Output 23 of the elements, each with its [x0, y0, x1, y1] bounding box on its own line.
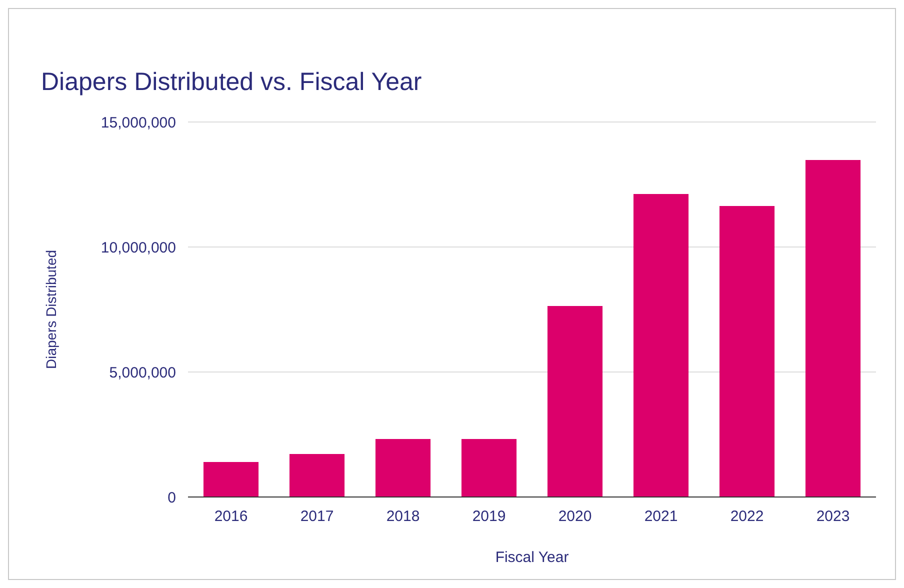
x-tick-label: 2022 — [730, 508, 764, 525]
y-tick-label: 10,000,000 — [100, 239, 176, 256]
y-tick-label: 5,000,000 — [109, 364, 176, 382]
bar — [633, 194, 689, 497]
bar — [375, 439, 431, 497]
x-tick-label: 2021 — [644, 508, 678, 525]
x-tick-label: 2023 — [816, 508, 850, 525]
bar — [547, 306, 603, 497]
x-tick-label: 2020 — [558, 508, 592, 525]
bar — [289, 454, 345, 497]
bar — [805, 160, 861, 497]
x-tick-label: 2019 — [472, 508, 506, 525]
x-tick-label: 2018 — [386, 508, 420, 525]
y-axis-title: Diapers Distributed — [43, 250, 59, 370]
y-tick-label: 0 — [168, 489, 176, 506]
x-axis-title: Fiscal Year — [495, 549, 569, 566]
y-tick-label: 15,000,000 — [100, 114, 176, 132]
chart-title: Diapers Distributed vs. Fiscal Year — [41, 68, 422, 96]
bar — [719, 206, 775, 497]
x-tick-label: 2016 — [214, 508, 248, 525]
bar — [203, 462, 259, 497]
bar — [461, 439, 517, 497]
x-tick-label: 2017 — [300, 508, 334, 525]
